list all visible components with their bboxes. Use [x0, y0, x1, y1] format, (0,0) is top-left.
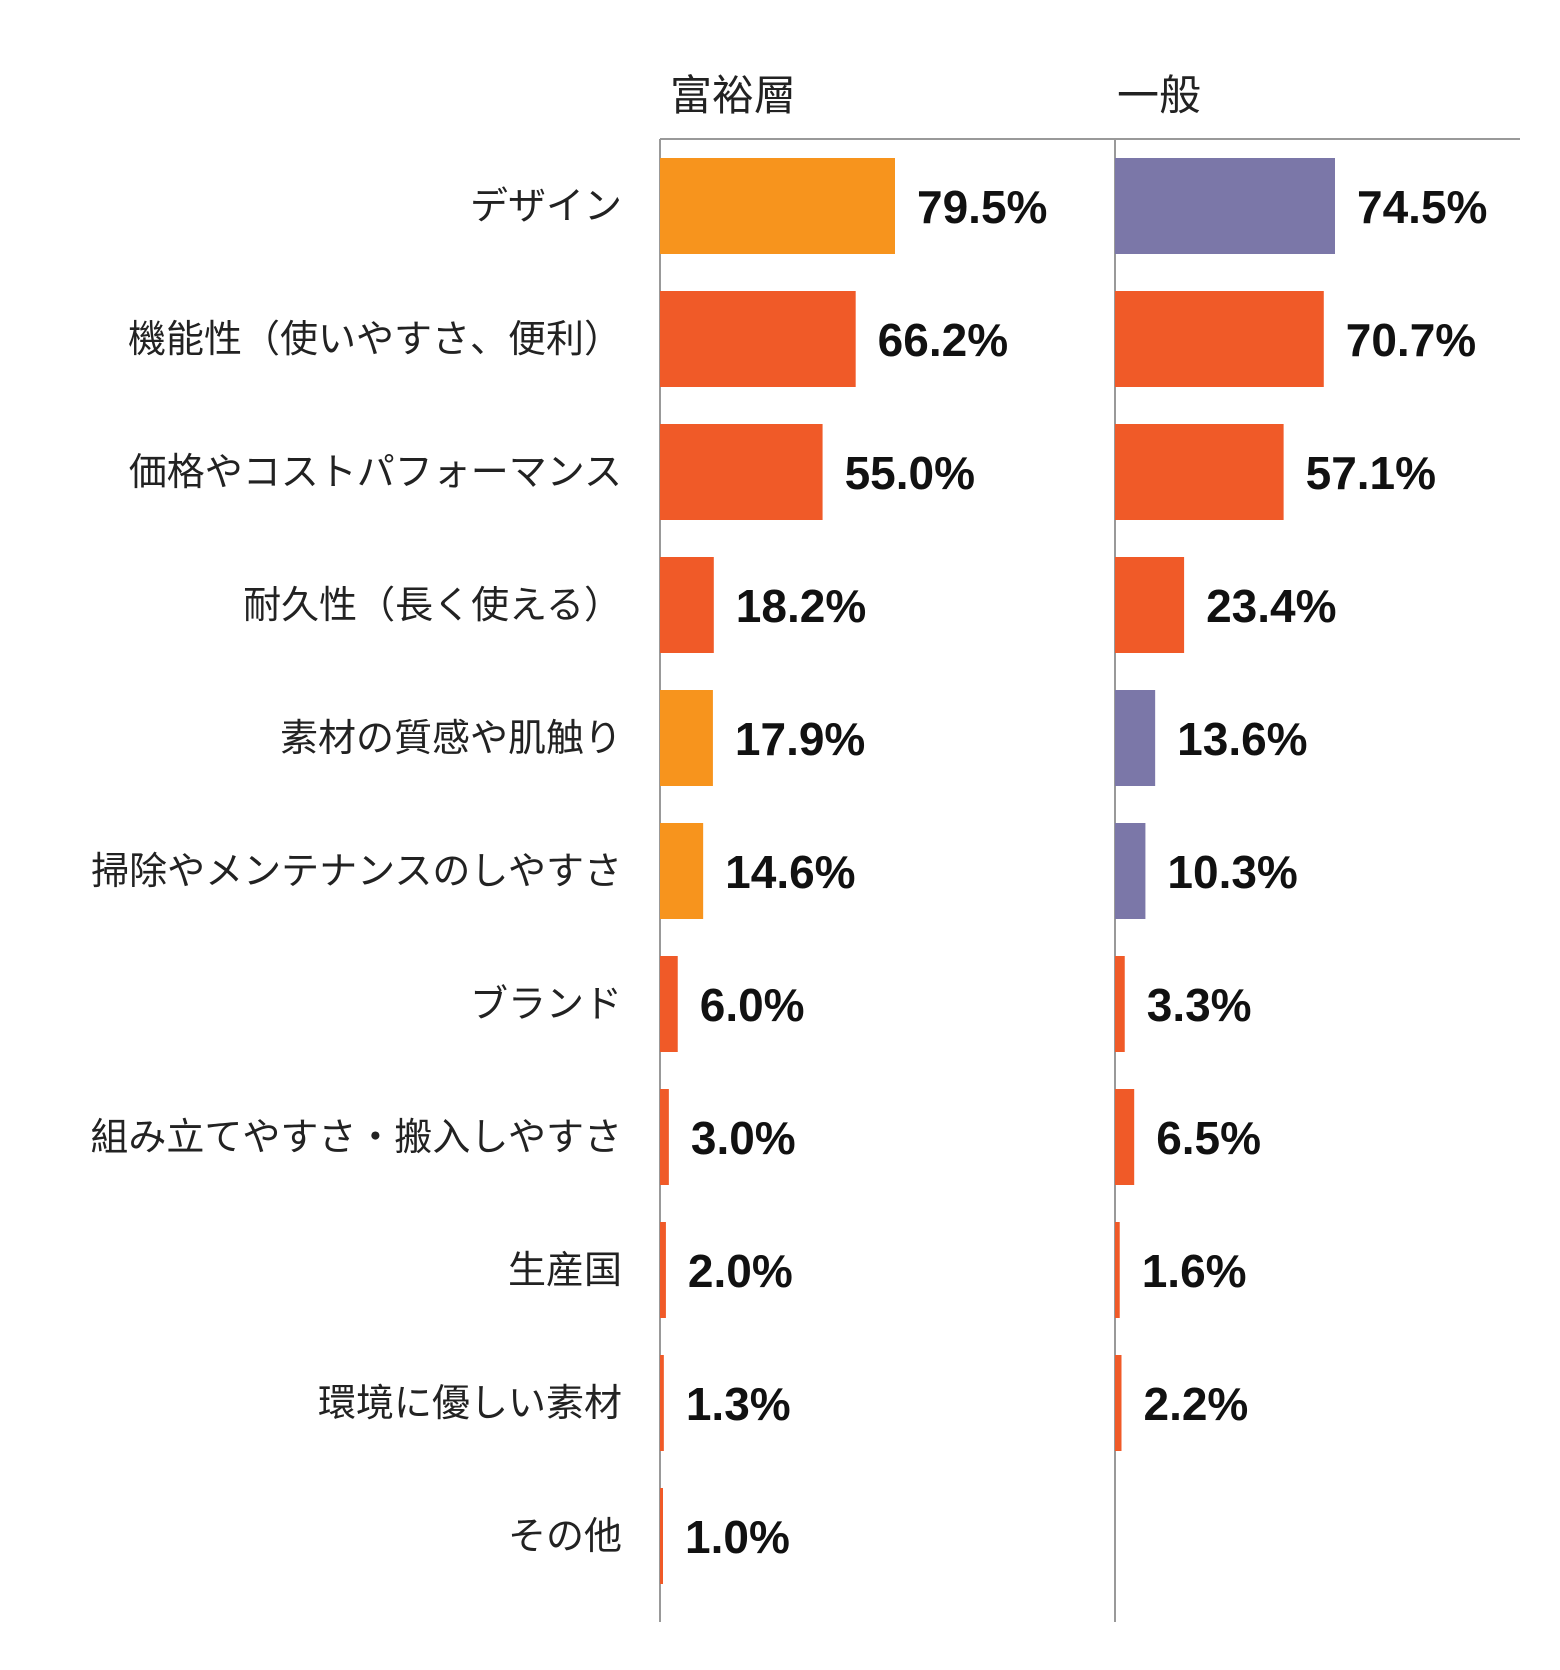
bar — [1115, 291, 1324, 387]
panel-header-1: 一般 — [1117, 71, 1201, 120]
bar — [660, 424, 823, 520]
category-label: 生産国 — [508, 1248, 622, 1292]
data-label: 3.3% — [1147, 979, 1252, 1031]
category-label: その他 — [508, 1514, 622, 1558]
data-label: 2.2% — [1143, 1378, 1248, 1430]
bar — [1115, 1222, 1120, 1318]
data-label: 3.0% — [691, 1112, 796, 1164]
data-label: 17.9% — [735, 713, 865, 765]
bar — [660, 1488, 663, 1584]
data-label: 57.1% — [1306, 447, 1436, 499]
data-label: 10.3% — [1167, 846, 1297, 898]
panel-header-0: 富裕層 — [670, 71, 796, 120]
bar — [1115, 557, 1185, 653]
category-label: 掃除やメンテナンスのしやすさ — [91, 849, 622, 893]
bar — [660, 557, 714, 653]
category-label: 組み立てやすさ・搬入しやすさ — [90, 1115, 622, 1159]
bar — [660, 823, 704, 919]
bar — [660, 1222, 666, 1318]
bar — [1115, 956, 1125, 1052]
bar — [1115, 424, 1284, 520]
category-label: 環境に優しい素材 — [318, 1381, 622, 1425]
data-label: 6.5% — [1156, 1112, 1261, 1164]
data-label: 74.5% — [1357, 181, 1487, 233]
bar — [660, 158, 895, 254]
data-label: 70.7% — [1346, 314, 1476, 366]
bar — [660, 1355, 664, 1451]
bars — [660, 158, 1335, 1584]
category-label: 価格やコストパフォーマンス — [129, 450, 622, 494]
value-labels: 79.5% 66.2% 55.0% 18.2% 17.9% 14.6% 6.0% 3.0% 2.… — [685, 181, 1487, 1563]
bar — [1115, 690, 1156, 786]
category-label: 機能性（使いやすさ、便利） — [128, 317, 622, 361]
panel-headers: 富裕層 一般 — [670, 71, 1201, 120]
bar — [660, 1089, 669, 1185]
bar — [660, 291, 856, 387]
data-label: 1.0% — [685, 1511, 790, 1563]
data-label: 6.0% — [700, 979, 805, 1031]
bar — [1115, 1089, 1135, 1185]
bar — [1115, 1355, 1122, 1451]
bar — [660, 956, 678, 1052]
data-label: 23.4% — [1206, 580, 1336, 632]
bar — [660, 690, 713, 786]
data-label: 1.3% — [686, 1378, 791, 1430]
data-label: 79.5% — [917, 181, 1047, 233]
category-label: ブランド — [470, 982, 622, 1026]
category-label: 耐久性（長く使える） — [243, 583, 622, 627]
data-label: 2.0% — [688, 1245, 793, 1297]
data-label: 18.2% — [736, 580, 866, 632]
data-label: 1.6% — [1142, 1245, 1247, 1297]
category-label: 素材の質感や肌触り — [280, 716, 622, 760]
bar — [1115, 158, 1335, 254]
category-label: デザイン — [470, 184, 622, 228]
data-label: 55.0% — [845, 447, 975, 499]
data-label: 13.6% — [1177, 713, 1307, 765]
bar — [1115, 823, 1146, 919]
data-label: 14.6% — [725, 846, 855, 898]
data-label: 66.2% — [878, 314, 1008, 366]
